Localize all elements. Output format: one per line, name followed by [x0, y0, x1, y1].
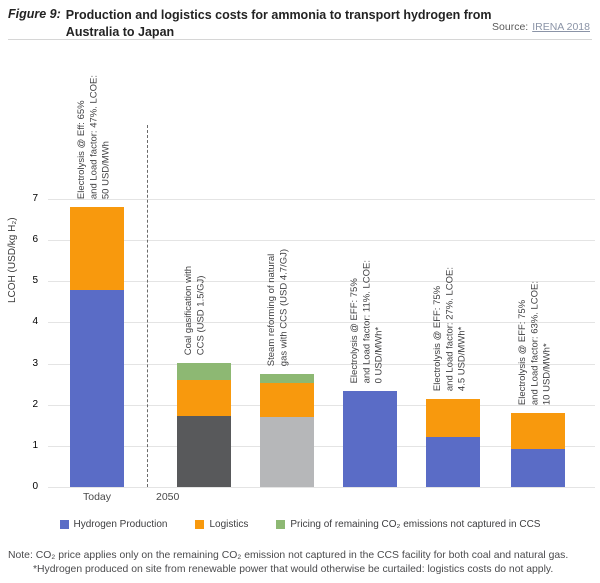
source-attribution: Source: IRENA 2018 — [492, 21, 590, 33]
gridline-y2 — [48, 404, 595, 406]
gridline-y0 — [48, 487, 595, 488]
legend-label-1: Hydrogen Production — [73, 519, 168, 530]
legend: Hydrogen Production Logistics Pricing of r… — [0, 519, 600, 530]
bar-segment-co2_pricing — [260, 374, 314, 384]
y-tick-label-0: 0 — [32, 481, 38, 492]
header-divider — [8, 39, 592, 40]
bar-segment-hydrogen_production — [70, 289, 124, 487]
bar-annotation-3: Steam reforming of natural gas with CCS … — [266, 249, 290, 367]
y-axis-label: LCOH (USD/kg H₂) — [7, 217, 18, 303]
bar-3 — [260, 374, 314, 487]
legend-swatch-3 — [276, 520, 286, 529]
bar-segment-hydrogen_production — [343, 391, 397, 487]
gridline-y7 — [48, 199, 595, 200]
gridline-y1 — [48, 445, 595, 447]
footnotes: Note: CO₂ price applies only on the rema… — [8, 549, 568, 577]
y-tick-label-2: 2 — [32, 398, 38, 410]
x-axis-label-today: Today — [82, 491, 112, 503]
footnote-co2-price: Note: CO₂ price applies only on the rema… — [8, 550, 569, 561]
bar-segment-hydrogen_production — [426, 437, 480, 487]
bar-segment-logistics — [177, 379, 231, 416]
bar-annotation-4: Electrolysis @ EFF: 75% and Load factor:… — [349, 259, 385, 384]
x-axis-label-2050: 2050 — [156, 491, 180, 503]
bar-annotation-6: Electrolysis @ EFF: 75% and Load factor:… — [517, 281, 553, 406]
bar-annotation-5: Electrolysis @ EFF: 75% and Load factor:… — [432, 266, 468, 391]
y-tick-label-5: 5 — [32, 275, 38, 287]
figure-title: Figure 9: Production and logistics costs… — [8, 7, 504, 41]
bar-segment-co2_pricing — [177, 363, 231, 380]
legend-label-2: Logistics — [209, 519, 249, 530]
bar-1 — [70, 207, 124, 487]
today-2050-divider-line — [147, 125, 148, 487]
y-tick-label-7: 7 — [32, 193, 38, 204]
legend-swatch-1 — [59, 520, 69, 529]
legend-item-2: Logistics — [195, 519, 248, 530]
bar-6 — [511, 413, 565, 487]
bar-segment-coal_gasification — [177, 415, 231, 487]
bar-segment-logistics — [511, 413, 565, 450]
legend-label-3: Pricing of remaining CO₂ emissions not c… — [290, 519, 541, 530]
bar-segment-hydrogen_production — [511, 449, 565, 487]
bar-4 — [343, 391, 397, 487]
gridline-y6 — [48, 240, 595, 242]
legend-item-1: Hydrogen Production — [59, 519, 168, 530]
bar-annotation-2: Coal gasification with CCS (USD 1.5/GJ) — [183, 265, 207, 356]
y-tick-label-4: 4 — [32, 316, 38, 328]
source-link[interactable]: IRENA 2018 — [532, 21, 590, 33]
y-tick-label-3: 3 — [32, 357, 38, 369]
source-prefix: Source: — [492, 21, 529, 33]
y-tick-label-6: 6 — [32, 234, 38, 246]
figure-title-text: Production and logistics costs for ammon… — [65, 8, 492, 39]
bar-segment-logistics — [426, 398, 480, 438]
bar-segment-steam_reforming — [260, 417, 314, 487]
bar-segment-logistics — [260, 383, 314, 418]
gridline-y4 — [48, 322, 595, 324]
legend-item-3: Pricing of remaining CO₂ emissions not c… — [276, 519, 540, 530]
bar-5 — [426, 398, 480, 487]
bar-segment-logistics — [70, 207, 124, 290]
footnote-curtailed-power: *Hydrogen produced on site from renewabl… — [33, 564, 554, 576]
y-tick-label-1: 1 — [32, 439, 38, 451]
gridline-y3 — [48, 363, 595, 365]
figure-number-label: Figure 9: — [8, 7, 61, 21]
bar-annotation-1: Electrolysis @ Eff: 65% and Load factor:… — [76, 75, 112, 200]
bar-2 — [177, 363, 231, 487]
gridline-y5 — [48, 281, 595, 283]
legend-swatch-2 — [195, 520, 205, 529]
